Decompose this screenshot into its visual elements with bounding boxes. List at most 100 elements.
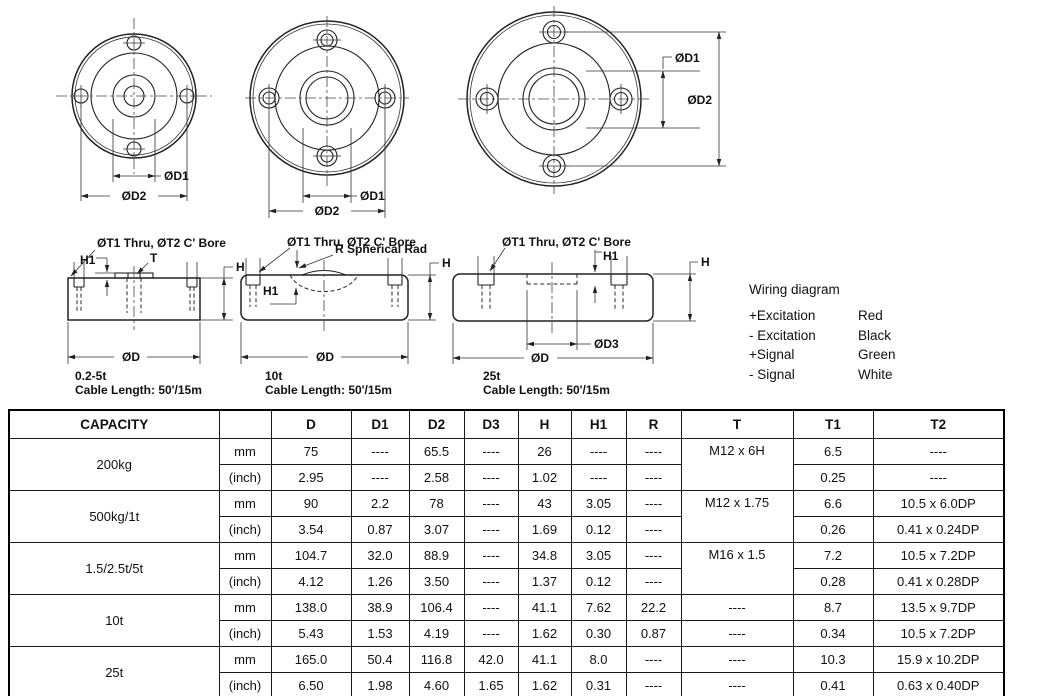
spec-cell: 1.62 — [517, 620, 572, 647]
spec-cell: 104.7 — [270, 542, 352, 569]
spec-cell: ---- — [570, 464, 627, 491]
spec-cell: 0.41 x 0.24DP — [872, 516, 1005, 543]
wiring-row: - Excitation Black — [749, 326, 896, 346]
top-view-small: ØD1 ØD2 — [56, 18, 212, 203]
spec-cell: 3.07 — [408, 516, 465, 543]
spec-cell: 1.02 — [517, 464, 572, 491]
spec-cell: 2.95 — [270, 464, 352, 491]
wiring-row: - Signal White — [749, 365, 896, 385]
dim-label-h1: H1 — [263, 284, 279, 298]
wiring-signal-label: - Excitation — [749, 327, 816, 343]
spec-cell: 0.34 — [792, 620, 874, 647]
wiring-signal-label: +Signal — [749, 347, 795, 362]
col-header-unit — [218, 409, 272, 439]
spec-cell: 3.54 — [270, 516, 352, 543]
spec-cell: 1.69 — [517, 516, 572, 543]
col-header-t: T — [680, 409, 794, 439]
spec-cell: 42.0 — [463, 646, 519, 673]
table-row: 1.5/2.5t/5t mm 104.7 32.0 88.9 ---- 34.8… — [8, 542, 1005, 595]
thread-cell: ---- — [680, 620, 794, 647]
view-caption: 25t — [483, 369, 500, 383]
thread-cell: ---- — [680, 594, 794, 621]
spec-cell: 7.62 — [570, 594, 627, 621]
spec-cell: 6.50 — [270, 672, 352, 696]
thread-cell: M16 x 1.5 — [680, 542, 794, 595]
table-row: 25t mm 165.0 50.4 116.8 42.0 41.1 8.0 --… — [8, 646, 1005, 696]
col-header-d3: D3 — [463, 409, 519, 439]
spec-cell: 32.0 — [350, 542, 410, 569]
spec-cell: 0.28 — [792, 568, 874, 595]
spec-cell: 1.37 — [517, 568, 572, 595]
spec-cell: 0.41 — [792, 672, 874, 696]
dim-label-d: ØD — [122, 350, 140, 364]
dim-label-d3: ØD3 — [594, 337, 619, 351]
spec-cell: ---- — [463, 516, 519, 543]
col-header-d1: D1 — [350, 409, 410, 439]
spec-cell: 2.58 — [408, 464, 465, 491]
technical-drawing: ØD1 ØD2 ØD1 ØD2 — [56, 6, 726, 397]
dim-label-d1: ØD1 — [360, 189, 385, 203]
thread-cell: M12 x 1.75 — [680, 490, 794, 543]
col-header-h1: H1 — [570, 409, 627, 439]
dim-label-d2: ØD2 — [315, 204, 340, 218]
spec-cell: 0.63 x 0.40DP — [872, 672, 1005, 696]
spec-cell: ---- — [350, 438, 410, 465]
spec-cell: 1.53 — [350, 620, 410, 647]
unit-cell: mm — [218, 646, 272, 673]
spec-cell: ---- — [625, 516, 682, 543]
spec-cell: 3.05 — [570, 542, 627, 569]
spec-cell: 6.5 — [792, 438, 874, 465]
dimension-table: CAPACITY D D1 D2 D3 H H1 R T T1 T2 200kg… — [8, 409, 1005, 696]
spec-cell: 10.5 x 6.0DP — [872, 490, 1005, 517]
spec-cell: ---- — [463, 464, 519, 491]
spec-cell: 22.2 — [625, 594, 682, 621]
wiring-row: +Signal Green — [749, 345, 896, 365]
dim-label-d2: ØD2 — [687, 93, 712, 107]
spec-cell: ---- — [350, 464, 410, 491]
col-header-d: D — [270, 409, 352, 439]
spec-cell: 4.12 — [270, 568, 352, 595]
col-header-d2: D2 — [408, 409, 465, 439]
unit-cell: (inch) — [218, 620, 272, 647]
spec-cell: 43 — [517, 490, 572, 517]
wiring-diagram: Wiring diagram +Excitation Red - Excitat… — [749, 282, 896, 384]
dim-label-d1: ØD1 — [164, 169, 189, 183]
dim-label-h: H — [236, 260, 245, 274]
wiring-row: +Excitation Red — [749, 306, 896, 326]
spec-cell: 0.41 x 0.28DP — [872, 568, 1005, 595]
unit-cell: mm — [218, 542, 272, 569]
unit-cell: (inch) — [218, 568, 272, 595]
view-cable-length: Cable Length: 50'/15m — [483, 383, 610, 397]
spec-cell: 6.6 — [792, 490, 874, 517]
spec-cell: 38.9 — [350, 594, 410, 621]
table-row: 200kg mm 75 ---- 65.5 ---- 26 ---- ---- … — [8, 438, 1005, 491]
view-cable-length: Cable Length: 50'/15m — [75, 383, 202, 397]
spec-cell: 41.1 — [517, 646, 572, 673]
spec-cell: 165.0 — [270, 646, 352, 673]
spec-cell: 0.31 — [570, 672, 627, 696]
bore-label: ØT1 Thru, ØT2 C' Bore — [287, 235, 416, 249]
col-header-h: H — [517, 409, 572, 439]
spec-cell: 78 — [408, 490, 465, 517]
dim-label-h1: H1 — [603, 249, 619, 263]
spec-cell: 0.30 — [570, 620, 627, 647]
wiring-color-label: Green — [858, 347, 896, 362]
spec-cell: ---- — [625, 438, 682, 465]
spec-cell: 2.2 — [350, 490, 410, 517]
spec-cell: 10.5 x 7.2DP — [872, 542, 1005, 569]
spec-cell: 138.0 — [270, 594, 352, 621]
wiring-title: Wiring diagram — [749, 282, 840, 297]
spec-cell: 90 — [270, 490, 352, 517]
dim-label-d: ØD — [316, 350, 334, 364]
spec-cell: 41.1 — [517, 594, 572, 621]
thread-cell: ---- — [680, 646, 794, 673]
table-row: (inch) 5.43 1.53 4.19 ---- 1.62 0.30 0.8… — [9, 620, 1005, 647]
top-view-medium: ØD1 ØD2 — [245, 16, 409, 218]
spec-cell: 26 — [517, 438, 572, 465]
top-view-large: ØD2 ØD1 — [458, 6, 726, 194]
spec-cell: 1.98 — [350, 672, 410, 696]
wiring-signal-label: +Excitation — [749, 308, 816, 323]
spec-cell: 13.5 x 9.7DP — [872, 594, 1005, 621]
spec-cell: 0.87 — [625, 620, 682, 647]
spec-cell: 0.12 — [570, 516, 627, 543]
